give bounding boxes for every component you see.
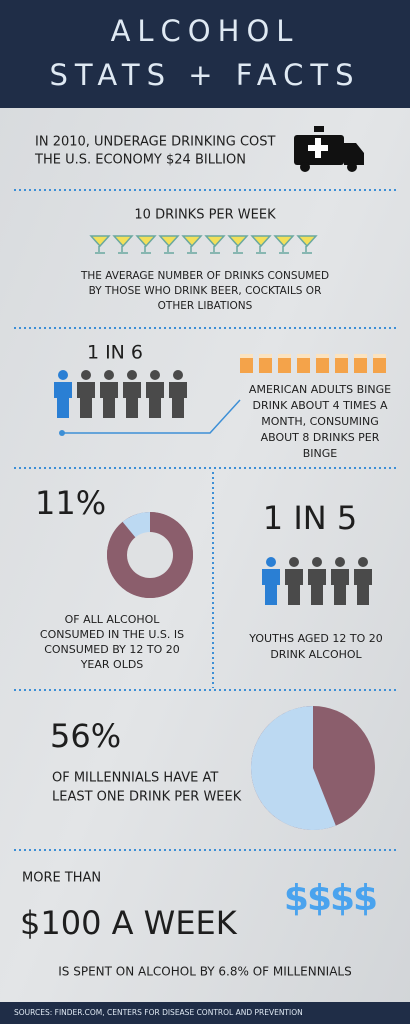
person-body bbox=[77, 382, 95, 418]
person-head bbox=[81, 370, 91, 380]
mug bbox=[240, 356, 253, 373]
stat: 11% bbox=[35, 484, 106, 522]
mug bbox=[278, 356, 291, 373]
stat: 1 IN 5 bbox=[263, 499, 357, 537]
person-head bbox=[335, 557, 345, 567]
glass bbox=[158, 235, 180, 254]
glass bbox=[227, 235, 249, 254]
person-body bbox=[331, 569, 349, 605]
person-head bbox=[312, 557, 322, 567]
person-body bbox=[354, 569, 372, 605]
glass bbox=[112, 235, 134, 254]
mug bbox=[259, 356, 272, 373]
pie-chart bbox=[250, 706, 375, 830]
header bbox=[0, 0, 410, 108]
heading: 10 DRINKS PER WEEK bbox=[134, 208, 276, 223]
person-body bbox=[54, 382, 72, 418]
glass bbox=[204, 235, 226, 254]
prefix: MORE THAN bbox=[22, 871, 101, 886]
glass bbox=[135, 235, 157, 254]
person-head bbox=[266, 557, 276, 567]
person-body bbox=[146, 382, 164, 418]
person-head bbox=[150, 370, 160, 380]
mug-foam bbox=[278, 354, 291, 358]
text-line: DRINK ALCOHOL bbox=[270, 648, 362, 661]
mug-foam bbox=[354, 354, 367, 358]
text-line: AMERICAN ADULTS BINGE bbox=[249, 383, 391, 396]
mug-foam bbox=[240, 354, 253, 358]
title: ALCOHOL bbox=[111, 14, 300, 48]
mug bbox=[297, 356, 310, 373]
glass bbox=[250, 235, 272, 254]
heading: 1 IN 6 bbox=[87, 342, 143, 364]
person-head bbox=[173, 370, 183, 380]
person-head bbox=[104, 370, 114, 380]
person-head bbox=[358, 557, 368, 567]
ambulance-icon bbox=[294, 126, 364, 172]
cost-text: IN 2010, UNDERAGE DRINKING COST bbox=[35, 135, 276, 150]
text-line: LEAST ONE DRINK PER WEEK bbox=[52, 790, 242, 805]
title: STATS + FACTS bbox=[49, 58, 360, 92]
text-line: YOUTHS AGED 12 TO 20 bbox=[248, 632, 382, 645]
mug-foam bbox=[335, 354, 348, 358]
text-line: CONSUMED BY 12 TO 20 bbox=[44, 643, 180, 656]
text-line: OTHER LIBATIONS bbox=[158, 300, 253, 312]
person-body bbox=[308, 569, 326, 605]
mug bbox=[354, 356, 367, 373]
mug-foam bbox=[259, 354, 272, 358]
glass bbox=[181, 235, 203, 254]
glass bbox=[296, 235, 318, 254]
people-icons bbox=[262, 557, 372, 605]
glasses-icons bbox=[89, 235, 318, 254]
mug bbox=[335, 356, 348, 373]
cost-text: THE U.S. ECONOMY $24 BILLION bbox=[34, 153, 246, 168]
spend-text: IS SPENT ON ALCOHOL BY 6.8% OF MILLENNIA… bbox=[58, 965, 351, 979]
person-body bbox=[262, 569, 280, 605]
text-line: THE AVERAGE NUMBER OF DRINKS CONSUMED bbox=[80, 270, 329, 282]
person-body bbox=[100, 382, 118, 418]
pie-slice bbox=[250, 706, 336, 830]
donut-chart bbox=[106, 512, 194, 598]
person-head bbox=[289, 557, 299, 567]
text-line: OF MILLENNIALS HAVE AT bbox=[52, 771, 218, 786]
glass bbox=[89, 235, 111, 254]
mug-foam bbox=[373, 354, 386, 358]
people-icons bbox=[54, 370, 187, 418]
person-body bbox=[285, 569, 303, 605]
sources: SOURCES: FINDER.COM, CENTERS FOR DISEASE… bbox=[14, 1008, 303, 1017]
connector-dot bbox=[59, 430, 65, 436]
person-head bbox=[127, 370, 137, 380]
amount: $100 A WEEK bbox=[20, 904, 238, 942]
mug-foam bbox=[297, 354, 310, 358]
person-head bbox=[58, 370, 68, 380]
dollar-icons: $$$$ bbox=[284, 878, 376, 919]
mug bbox=[373, 356, 386, 373]
text-line: MONTH, CONSUMING bbox=[261, 415, 378, 428]
donut-hole bbox=[127, 532, 173, 578]
text-line: ABOUT 8 DRINKS PER bbox=[261, 431, 380, 444]
footer bbox=[0, 1002, 410, 1024]
person-body bbox=[123, 382, 141, 418]
text-line: BY THOSE WHO DRINK BEER, COCKTAILS OR bbox=[89, 285, 322, 297]
glass bbox=[273, 235, 295, 254]
text-line: DRINK ABOUT 4 TIMES A bbox=[252, 399, 387, 412]
text-line: CONSUMED IN THE U.S. IS bbox=[40, 628, 184, 641]
text-line: YEAR OLDS bbox=[80, 658, 144, 671]
mug bbox=[316, 356, 329, 373]
connector bbox=[62, 399, 241, 434]
text-line: OF ALL ALCOHOL bbox=[65, 613, 161, 626]
stat: 56% bbox=[50, 717, 121, 755]
person-body bbox=[169, 382, 187, 418]
text-line: BINGE bbox=[303, 447, 338, 460]
mug-icons bbox=[240, 354, 386, 373]
mug-foam bbox=[316, 354, 329, 358]
